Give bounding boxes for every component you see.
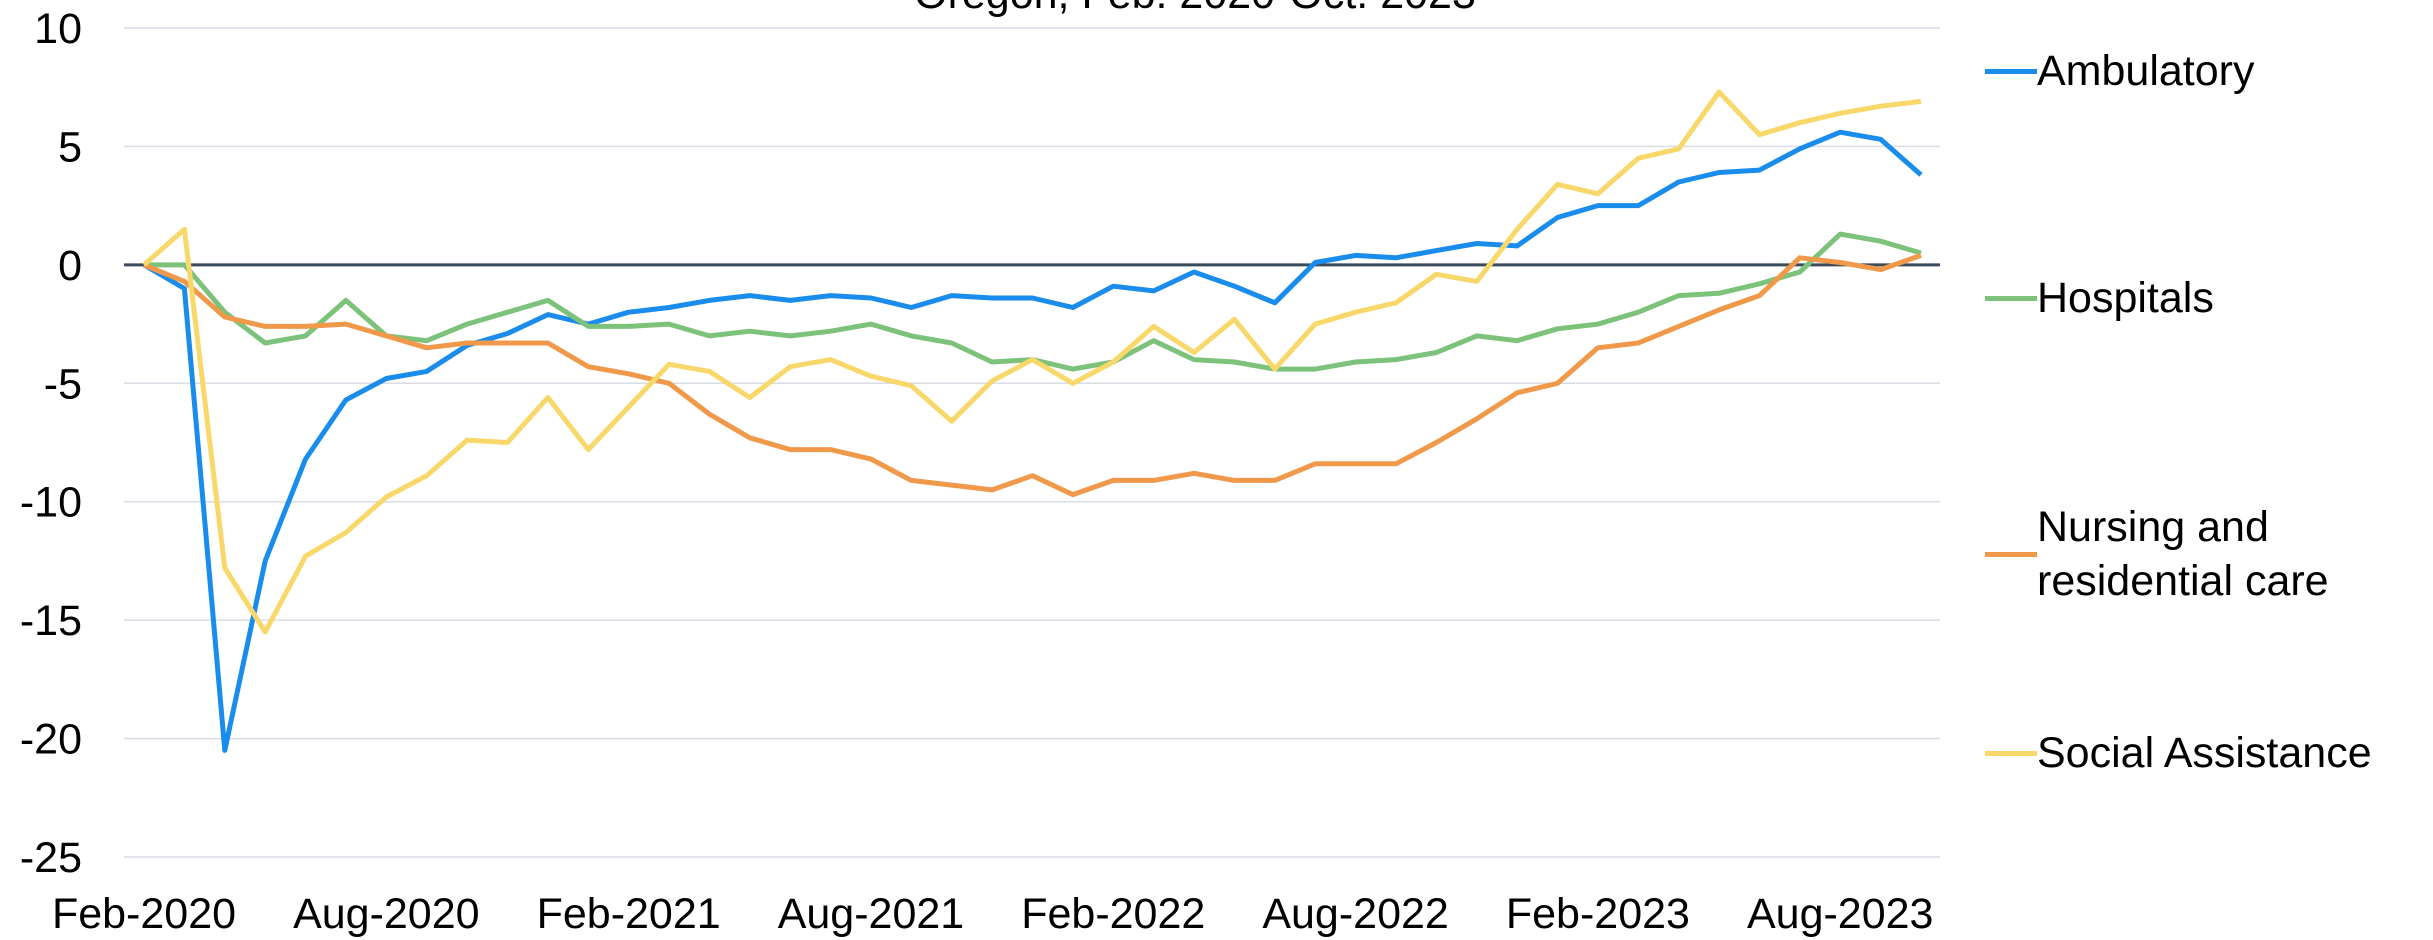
series-line [144, 231, 1922, 372]
x-tick-label: Aug-2020 [293, 890, 480, 938]
x-tick-label: Feb-2020 [52, 890, 236, 938]
legend-label: Hospitals [2037, 274, 2214, 322]
y-tick-label: -20 [20, 716, 82, 764]
y-tick-label: 0 [58, 242, 82, 290]
x-tick-label: Aug-2022 [1262, 890, 1449, 938]
x-tick-label: Feb-2023 [1506, 890, 1690, 938]
x-tick-label: Feb-2021 [537, 890, 721, 938]
legend-swatch [1985, 551, 2037, 557]
legend-item: Ambulatory [1985, 44, 2425, 98]
legend-swatch [1985, 68, 2037, 74]
y-tick-label: 5 [58, 123, 82, 171]
x-tick-label: Feb-2022 [1021, 890, 1205, 938]
legend-item: Hospitals [1985, 271, 2425, 325]
legend-item: Social Assistance [1985, 726, 2425, 780]
x-tick-label: Aug-2023 [1747, 890, 1934, 938]
y-tick-label: -25 [20, 834, 82, 882]
y-tick-label: -10 [20, 479, 82, 527]
legend-label: Ambulatory [2037, 47, 2255, 95]
legend-swatch [1985, 750, 2037, 756]
series-line [143, 253, 1922, 498]
y-tick-label: -5 [44, 360, 82, 408]
y-tick-label: -15 [20, 597, 82, 645]
series-line [142, 129, 1923, 753]
legend-label: Nursing and residential care [2037, 503, 2329, 605]
legend-swatch [1985, 295, 2037, 301]
chart-title: Oregon, Feb. 2020-Oct. 2023 [914, 0, 1476, 18]
series-line [142, 89, 1922, 635]
legend-label: Social Assistance [2037, 729, 2372, 777]
legend-item: Nursing and residential care [1985, 500, 2425, 608]
y-tick-label: 10 [34, 5, 82, 53]
x-tick-label: Aug-2021 [778, 890, 965, 938]
